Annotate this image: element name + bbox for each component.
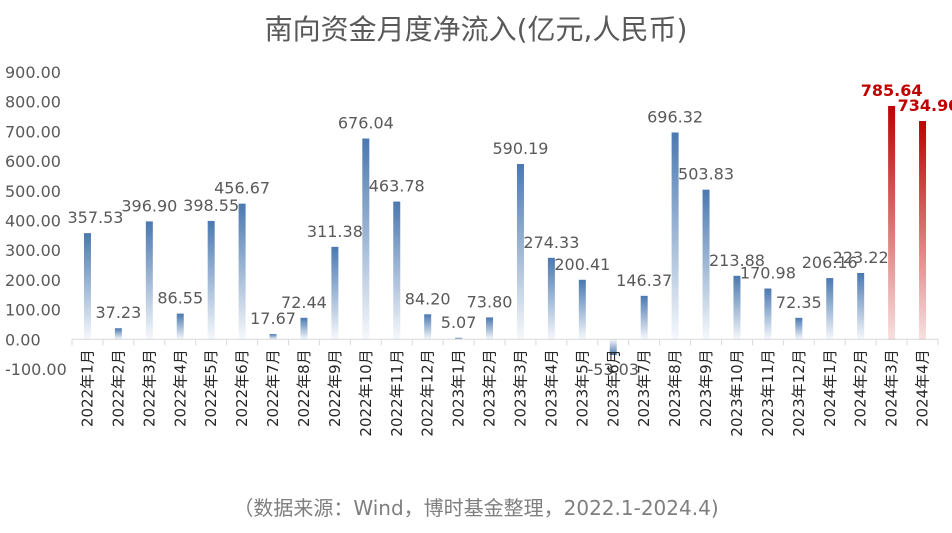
bar [702,189,710,340]
x-tick-label: 2022年12月 [419,349,437,436]
data-label: 357.53 [67,208,123,227]
x-tick-label: 2023年4月 [542,349,560,427]
chart-source-note: （数据来源：Wind，博时基金整理，2022.1-2024.4) [233,496,719,520]
bar [826,278,834,340]
chart-title: 南向资金月度净流入(亿元,人民币) [264,13,688,46]
bar [393,201,401,340]
x-tick-label: 2022年7月 [264,349,282,427]
bar [640,295,648,340]
bar [238,203,246,340]
bar [362,138,370,340]
x-tick-label: 2023年9月 [697,349,715,427]
y-tick-label: 700.00 [5,122,61,141]
data-label: 463.78 [369,177,425,196]
data-label: 398.55 [183,196,239,215]
x-tick-label: 2022年6月 [233,349,251,427]
bar [578,279,586,340]
data-label: 734.90 [898,96,952,115]
bar [547,257,555,340]
data-label: 72.35 [776,293,822,312]
data-label: 146.37 [616,271,672,290]
x-tick-label: 2023年6月 [604,349,622,427]
data-label: 213.88 [709,251,765,270]
data-label: 73.80 [467,292,513,311]
data-label: 37.23 [95,303,141,322]
x-tick-label: 2022年3月 [140,349,158,427]
x-tick-label: 2024年3月 [883,349,901,427]
y-tick-label: 300.00 [5,241,61,260]
data-label: 274.33 [523,233,579,252]
y-tick-label: 800.00 [5,93,61,112]
x-tick-label: 2022年10月 [357,349,375,436]
bar [145,221,153,340]
bar [176,313,184,340]
bar [486,317,494,340]
data-label: 503.83 [678,165,734,184]
bar [455,337,463,340]
data-label: 72.44 [281,293,327,312]
x-tick-label: 2022年4月 [171,349,189,427]
bar [300,317,308,340]
x-tick-label: 2023年1月 [450,349,468,427]
data-label: 311.38 [307,222,363,241]
bar [83,233,91,340]
data-label: 5.07 [441,313,477,332]
data-label: 396.90 [121,196,177,215]
data-label: 456.67 [214,179,270,198]
bar [516,164,524,340]
data-label: 590.19 [492,139,548,158]
x-tick-label: 2023年7月 [635,349,653,427]
y-tick-label: 600.00 [5,152,61,171]
y-tick-label: 900.00 [5,63,61,82]
data-label: 785.64 [861,81,923,100]
x-tick-label: 2023年8月 [666,349,684,427]
x-tick-label: 2023年5月 [573,349,591,427]
x-tick-label: 2023年2月 [481,349,499,427]
bar [764,288,772,340]
y-tick-label: 400.00 [5,212,61,231]
x-tick-label: 2023年11月 [759,349,777,436]
bar [888,105,896,340]
bar [795,317,803,340]
data-label: 200.41 [554,255,610,274]
bar [331,246,339,340]
data-label: 17.67 [250,309,296,328]
x-tick-label: 2022年11月 [388,349,406,436]
bar [609,339,617,356]
y-tick-label: 200.00 [5,271,61,290]
bar [207,220,215,340]
x-tick-label: 2023年10月 [728,349,746,436]
bar [733,275,741,340]
x-tick-label: 2024年4月 [914,349,932,427]
data-label: 696.32 [647,107,703,126]
bar [671,132,679,340]
x-tick-label: 2022年5月 [202,349,220,427]
x-tick-label: 2023年12月 [790,349,808,436]
data-label: 206.16 [802,253,858,272]
data-label: 170.98 [740,264,796,283]
bar [857,273,865,340]
bar [269,334,277,340]
y-tick-label: 0.00 [5,330,41,349]
data-label: 84.20 [405,289,451,308]
bar [919,121,927,340]
bar [424,314,432,340]
x-tick-label: 2022年8月 [295,349,313,427]
x-tick-label: 2024年2月 [852,349,870,427]
data-label: 676.04 [338,114,394,133]
x-tick-label: 2022年1月 [78,349,96,427]
data-label: 86.55 [157,289,203,308]
y-tick-label: 100.00 [5,301,61,320]
x-tick-label: 2022年2月 [109,349,127,427]
data-label: -53.03 [587,360,639,379]
x-tick-label: 2022年9月 [326,349,344,427]
x-tick-label: 2024年1月 [821,349,839,427]
y-tick-label: 500.00 [5,182,61,201]
y-tick-label: -100.00 [5,360,67,379]
data-label: 223.22 [833,248,889,267]
bar [114,328,122,340]
x-tick-label: 2023年3月 [511,349,529,427]
